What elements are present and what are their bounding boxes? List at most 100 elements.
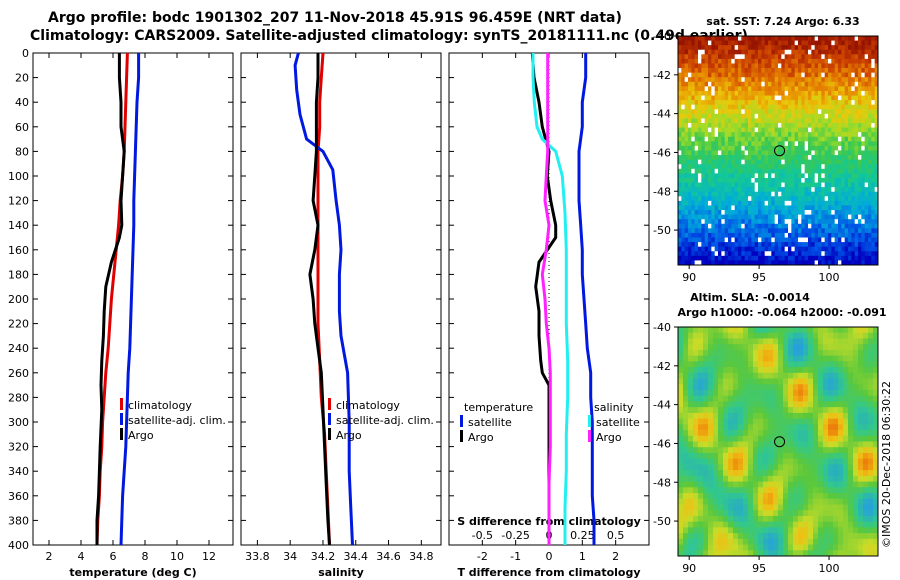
map-cell <box>708 332 714 339</box>
map-cell <box>791 251 796 257</box>
map-cell <box>774 242 779 248</box>
map-cell <box>794 260 799 266</box>
map-cell <box>723 344 729 351</box>
map-cell <box>694 223 699 229</box>
map-cell <box>838 401 844 408</box>
map-cell <box>758 77 762 83</box>
map-cell <box>804 182 809 188</box>
map-cell <box>851 49 856 55</box>
map-cell <box>718 127 722 133</box>
map-cell <box>861 90 866 96</box>
map-cell <box>788 187 792 193</box>
map-cell <box>838 100 842 106</box>
map-cell <box>748 155 752 161</box>
map-cell <box>704 246 709 252</box>
map-cell <box>768 533 774 540</box>
map-cell <box>801 219 806 225</box>
map-cell <box>698 332 704 339</box>
map-cell <box>751 210 756 216</box>
map-cell <box>711 40 716 46</box>
map-cell <box>724 113 729 119</box>
map-cell <box>718 332 724 339</box>
map-cell <box>828 384 834 391</box>
map-cell <box>848 395 854 402</box>
map-cell <box>691 182 696 188</box>
map-cell <box>793 498 799 505</box>
map-cell <box>768 177 772 183</box>
map-cell <box>808 412 814 420</box>
map-cell <box>821 168 826 174</box>
map-cell <box>833 550 839 557</box>
map-cell <box>751 177 756 183</box>
map-cell <box>834 168 839 174</box>
map-cell <box>738 332 744 339</box>
map-cell <box>841 173 846 179</box>
map-cell <box>733 355 739 362</box>
map-cell <box>858 237 862 243</box>
x-tick-label: 2 <box>612 550 619 563</box>
map-cell <box>834 205 839 211</box>
map-cell <box>874 113 879 119</box>
map-cell <box>741 237 746 243</box>
map-cell <box>738 155 742 161</box>
map-cell <box>758 187 762 193</box>
map-cell <box>844 104 849 110</box>
map-cell <box>734 100 739 106</box>
map-cell <box>828 177 832 183</box>
map-cell <box>753 544 759 551</box>
map-cell <box>704 109 709 115</box>
x-axis-label: T difference from climatology <box>457 566 640 579</box>
map-cell <box>863 544 869 551</box>
y-tick-label: 100 <box>8 170 29 183</box>
map-cell <box>844 90 849 96</box>
map-cell <box>848 90 852 96</box>
map-cell <box>808 205 812 211</box>
map-cell <box>791 109 796 115</box>
map-cell <box>814 214 819 220</box>
map-cell <box>761 77 766 83</box>
map-cell <box>804 136 809 142</box>
map-cell <box>768 510 774 517</box>
map-cell <box>728 372 734 379</box>
map-cell <box>818 332 824 339</box>
map-cell <box>764 40 769 46</box>
map-cell <box>804 232 809 238</box>
map-cell <box>738 232 742 238</box>
map-cell <box>823 527 829 534</box>
map-cell <box>784 95 789 101</box>
map-cell <box>688 367 694 374</box>
map-cell <box>754 63 759 69</box>
map-cell <box>708 68 712 74</box>
map-cell <box>808 214 812 220</box>
y-tick-label: 300 <box>8 416 29 429</box>
map-cell <box>821 113 826 119</box>
map-cell <box>868 214 872 220</box>
map-cell <box>748 109 752 115</box>
map-cell <box>784 136 789 142</box>
map-cell <box>803 527 809 534</box>
map-cell <box>821 255 826 261</box>
map-cell <box>773 389 779 397</box>
map-cell <box>748 355 754 362</box>
map-cell <box>734 260 739 266</box>
map-cell <box>863 332 869 339</box>
map-cell <box>838 533 844 540</box>
map-cell <box>708 389 714 397</box>
map-cell <box>808 232 812 238</box>
map-cell <box>698 470 704 477</box>
map-cell <box>871 109 876 115</box>
map-cell <box>781 36 786 41</box>
map-cell <box>808 521 814 528</box>
map-cell <box>824 219 829 225</box>
map-cell <box>754 45 759 51</box>
lon-tick-label: 100 <box>819 271 840 284</box>
map-cell <box>728 475 734 482</box>
map-cell <box>758 214 762 220</box>
map-cell <box>803 372 809 379</box>
map-cell <box>831 58 836 64</box>
map-cell <box>784 182 789 188</box>
map-cell <box>704 205 709 211</box>
map-cell <box>704 127 709 133</box>
map-cell <box>858 228 862 234</box>
map-cell <box>831 86 836 92</box>
